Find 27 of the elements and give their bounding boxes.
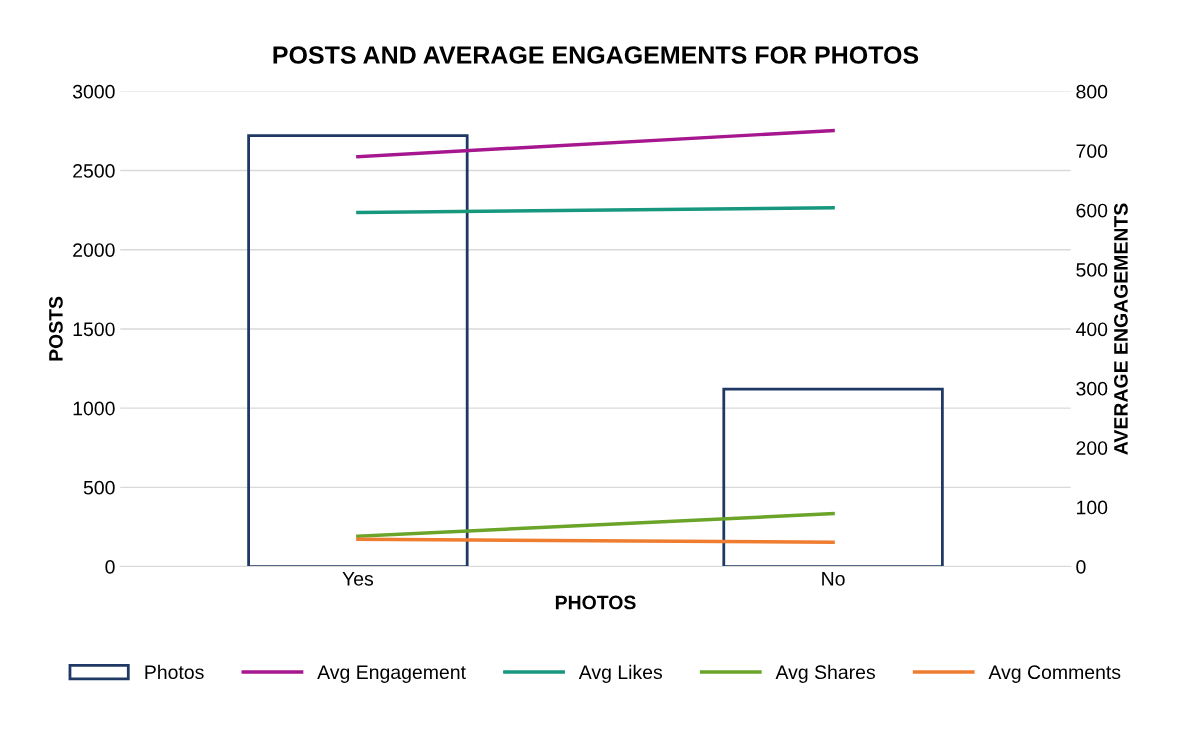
- legend-label: Avg Shares: [775, 664, 875, 683]
- y2-tick-label: 500: [1076, 263, 1108, 277]
- y2-axis-title: AVERAGE ENGAGEMENTS: [1114, 203, 1128, 455]
- x-tick-label: No: [822, 572, 845, 586]
- y2-tick-label: 100: [1077, 500, 1108, 515]
- x-axis-title: PHOTOS: [555, 595, 636, 610]
- y-tick-label: 0: [105, 559, 115, 574]
- y2-tick-label: 700: [1076, 144, 1108, 159]
- y-tick-label: 1500: [73, 322, 115, 337]
- legend-label: Avg Likes: [578, 664, 663, 683]
- y-tick-label: 2000: [73, 243, 115, 257]
- y2-tick-label: 300: [1076, 381, 1108, 396]
- legend-label: Avg Comments: [988, 665, 1121, 683]
- legend-label: Avg Engagement: [317, 665, 466, 683]
- y2-tick-label: 0: [1076, 559, 1086, 574]
- y2-tick-label: 800: [1076, 84, 1108, 99]
- y-tick-label: 3000: [72, 84, 115, 99]
- y-tick-label: 1000: [73, 401, 115, 416]
- y-tick-label: 2500: [73, 164, 115, 178]
- chart-title: POSTS AND AVERAGE ENGAGEMENTS FOR PHOTOS: [273, 46, 919, 64]
- y-tick-label: 500: [83, 480, 115, 495]
- y-axis-title: POSTS: [49, 296, 63, 361]
- y2-tick-label: 600: [1076, 203, 1108, 218]
- y2-tick-label: 400: [1075, 322, 1108, 337]
- y2-tick-label: 200: [1076, 441, 1108, 455]
- legend-label: Photos: [145, 664, 204, 680]
- x-tick-label: Yes: [342, 572, 374, 586]
